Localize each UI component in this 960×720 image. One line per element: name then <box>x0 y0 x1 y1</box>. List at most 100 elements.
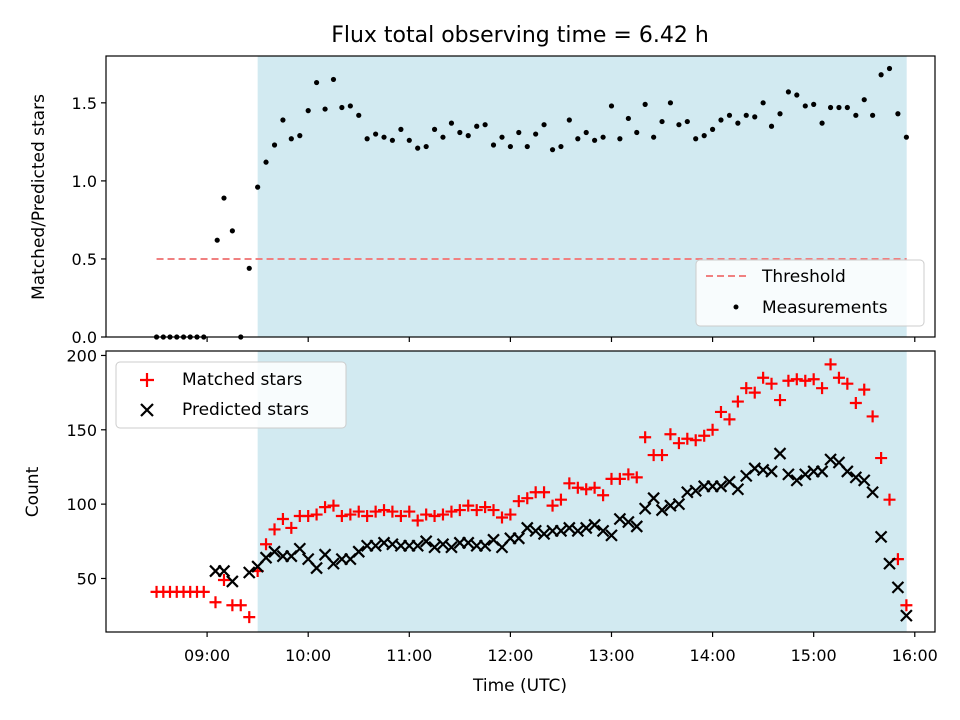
matched-star-point <box>436 508 449 521</box>
top-y-tick-label: 0.0 <box>72 328 97 347</box>
predicted-star-point <box>529 524 542 538</box>
measurement-point <box>373 131 379 137</box>
matched-star-point <box>268 523 281 536</box>
legend-measurements-swatch <box>733 304 739 310</box>
measurement-point <box>726 112 733 118</box>
measurement-point <box>743 112 749 118</box>
measurement-point <box>313 79 320 86</box>
measurement-point <box>836 104 842 111</box>
matched-star-point <box>723 413 736 426</box>
bottom-x-axis: 09:00 10:00 11:00 12:00 13:00 14:00 15:00 16:00 <box>184 632 938 665</box>
predicted-star-point <box>520 521 534 535</box>
predicted-star-point <box>226 575 239 588</box>
measurement-point <box>785 89 792 95</box>
measurement-point <box>903 134 909 140</box>
matched-star-point <box>197 585 210 598</box>
matched-star-point <box>243 611 256 624</box>
measurement-point <box>709 126 716 132</box>
measurement-point <box>347 103 353 109</box>
bottom-x-tick-label: 11:00 <box>386 646 432 665</box>
bottom-x-tick-label: 10:00 <box>285 646 331 665</box>
top-y-axis-label: Matched/Predicted stars <box>29 94 49 300</box>
predicted-star-point <box>537 527 551 541</box>
predicted-star-point <box>588 518 601 532</box>
predicted-star-point <box>849 471 863 484</box>
predicted-star-point <box>268 545 281 558</box>
predicted-star-point <box>874 530 888 544</box>
matched-star-point <box>462 499 475 512</box>
matched-star-point <box>319 501 332 514</box>
measurement-point <box>280 117 286 123</box>
measurement-point <box>431 126 438 132</box>
matched-star-point <box>748 386 761 399</box>
predicted-star-point <box>714 480 728 493</box>
bottom-x-tick-label: 15:00 <box>791 646 837 665</box>
bottom-x-tick-label: 09:00 <box>184 646 230 665</box>
predicted-star-point <box>478 539 492 553</box>
measurement-point <box>802 103 808 109</box>
measurement-point <box>701 133 707 139</box>
measurement-point <box>676 122 682 128</box>
predicted-star-point <box>672 497 686 511</box>
bottom-x-tick-label: 16:00 <box>892 646 938 665</box>
matched-star-point <box>554 493 567 506</box>
legend-threshold-label: Threshold <box>761 267 846 287</box>
measurement-point <box>339 104 345 111</box>
matched-star-point <box>521 492 534 505</box>
measurement-point <box>214 237 220 243</box>
matched-star-point <box>588 481 601 494</box>
matched-star-point <box>276 513 289 526</box>
matched-star-point <box>681 432 694 445</box>
matched-star-point <box>335 510 348 523</box>
measurement-point <box>768 123 775 129</box>
predicted-star-point <box>891 581 905 594</box>
measurement-point <box>381 134 387 140</box>
measurement-point <box>827 104 834 111</box>
measurement-point <box>364 136 370 142</box>
measurement-point <box>651 134 657 140</box>
measurement-point <box>221 195 227 201</box>
matched-star-point <box>816 382 829 395</box>
matched-star-point <box>740 382 753 395</box>
bottom-y-tick-label: 150 <box>66 421 97 440</box>
measurement-point <box>659 118 665 125</box>
measurement-point <box>246 265 252 271</box>
predicted-star-point <box>790 474 804 487</box>
predicted-star-point <box>293 542 307 556</box>
predicted-star-point <box>411 539 424 553</box>
bottom-legend-box <box>115 361 347 429</box>
matched-star-point <box>630 471 643 484</box>
predicted-star-point <box>327 557 340 570</box>
measurement-point <box>811 101 817 107</box>
matched-star-point <box>597 489 610 502</box>
measurement-point <box>600 134 606 140</box>
predicted-star-point <box>579 521 593 535</box>
predicted-star-point <box>689 484 702 498</box>
predicted-star-point <box>571 524 585 538</box>
predicted-star-point <box>630 520 644 533</box>
measurement-point <box>617 136 623 142</box>
measurement-point <box>895 111 901 117</box>
matched-star-point <box>858 383 871 396</box>
matched-star-point <box>327 499 340 512</box>
top-y-tick-label: 1.0 <box>72 172 97 191</box>
measurement-point <box>760 100 766 106</box>
top-chart-title: Flux total observing time = 6.42 h <box>331 23 709 48</box>
predicted-star-point <box>613 512 627 526</box>
matched-star-point <box>900 599 913 612</box>
predicted-star-point <box>445 540 458 554</box>
measurement-point <box>667 100 674 106</box>
matched-star-point <box>428 510 441 523</box>
predicted-star-point <box>857 474 871 487</box>
measurement-point <box>718 117 724 123</box>
predicted-star-point <box>731 482 745 496</box>
measurement-point <box>440 134 446 140</box>
predicted-star-point <box>436 538 450 551</box>
measurement-point <box>389 137 396 143</box>
bottom-y-tick-label: 100 <box>66 495 97 514</box>
predicted-star-point <box>310 561 323 575</box>
matched-star-point <box>832 371 845 384</box>
measurement-point <box>524 143 530 150</box>
legend-matched-label: Matched stars <box>182 370 302 390</box>
